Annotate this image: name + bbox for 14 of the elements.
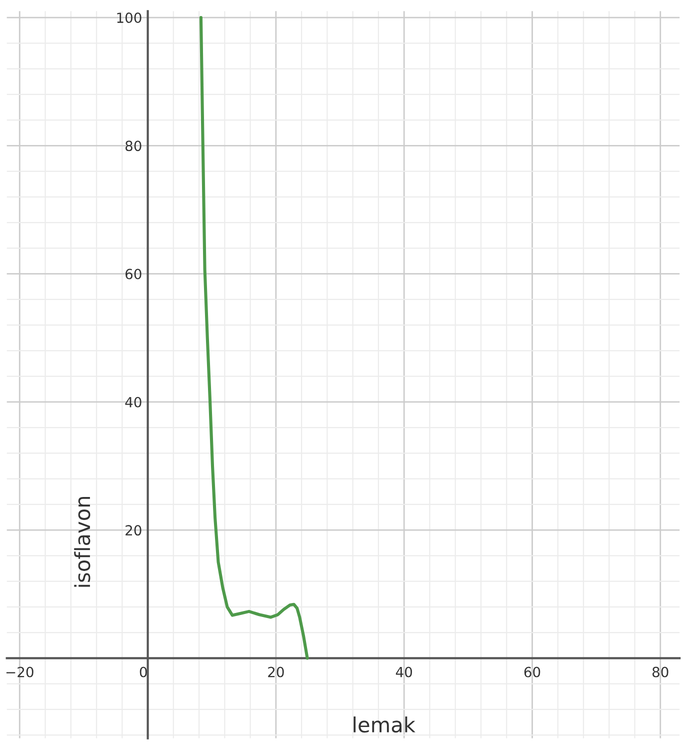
y-tick-label: 80 — [126, 140, 142, 152]
x-tick-label: −20 — [6, 666, 34, 678]
x-axis-title: lemak — [354, 716, 416, 733]
y-tick-label: 40 — [125, 396, 142, 408]
x-tick-label: 0 — [140, 666, 147, 678]
y-tick-label: 60 — [126, 268, 142, 280]
y-tick-label: 100 — [117, 12, 142, 24]
x-tick-label: 20 — [268, 666, 284, 678]
y-axis-title: isoflavon — [74, 496, 90, 587]
x-tick-label: 80 — [652, 666, 668, 678]
x-tick-label: 40 — [396, 666, 412, 678]
y-tick-label: 20 — [126, 525, 142, 536]
x-tick-label: 60 — [524, 666, 540, 678]
line-series — [199, 16, 309, 660]
